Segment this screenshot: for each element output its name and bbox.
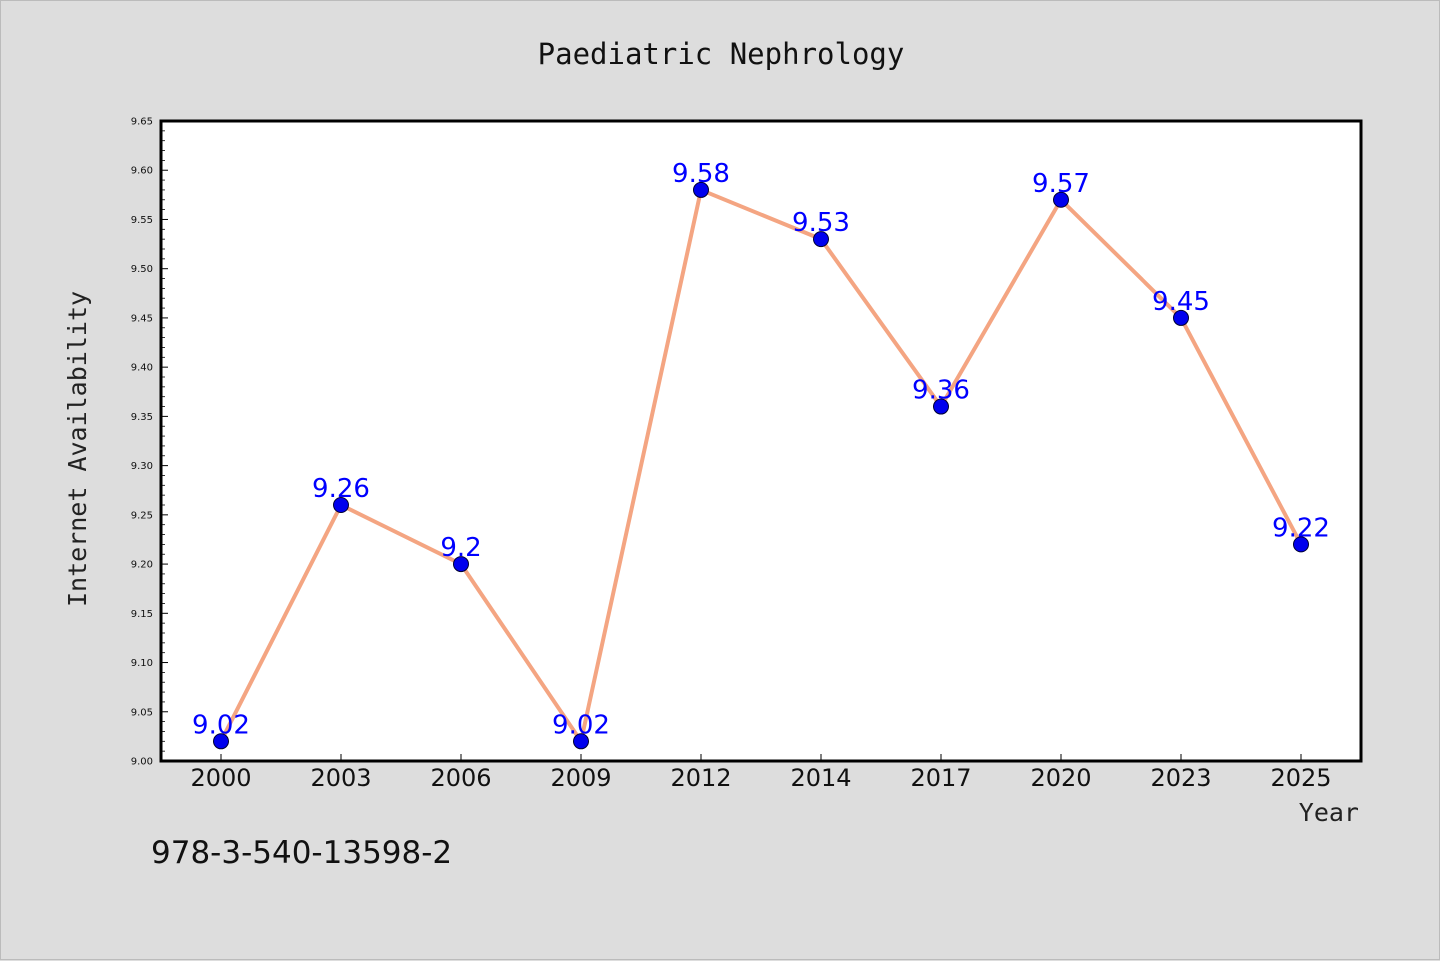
- y-tick-label: 9.20: [131, 560, 153, 571]
- y-tick-label: 9.45: [131, 313, 153, 324]
- data-labels: 9.02 9.26 9.2 9.02 9.58 9.53 9.36 9.57 9.45 9.22: [192, 159, 1330, 740]
- y-tick-label: 9.15: [131, 609, 153, 620]
- plot-area: [159, 119, 1363, 763]
- y-tick-label: 9.30: [131, 461, 153, 472]
- data-label: 9.45: [1152, 287, 1210, 317]
- x-tick-label: 2025: [1270, 764, 1331, 792]
- y-tick-label: 9.60: [131, 166, 153, 177]
- y-axis: 9.00 9.05 9.10 9.15 9.20 9.25 9.30 9.35 9.40 9.45…: [131, 117, 168, 768]
- data-label: 9.58: [672, 159, 730, 189]
- y-tick-label: 9.55: [131, 215, 153, 226]
- data-label: 9.22: [1272, 513, 1330, 543]
- x-tick-label: 2023: [1150, 764, 1211, 792]
- y-tick-label: 9.50: [131, 264, 153, 275]
- data-point: [573, 733, 589, 750]
- x-axis-label: Year: [1299, 798, 1359, 827]
- data-point: [813, 231, 829, 248]
- data-point: [213, 733, 229, 750]
- y-axis-label: Internet Availability: [63, 291, 92, 607]
- x-tick-label: 2003: [310, 764, 371, 792]
- data-point: [1053, 191, 1069, 208]
- x-tick-label: 2014: [790, 764, 851, 792]
- data-point: [693, 181, 709, 198]
- y-tick-label: 9.65: [131, 117, 153, 128]
- isbn-label: 978-3-540-13598-2: [151, 835, 453, 871]
- series-line: [219, 187, 1303, 744]
- data-label: 9.26: [312, 474, 370, 504]
- x-tick-label: 2017: [910, 764, 971, 792]
- data-label: 9.02: [192, 710, 250, 740]
- series: [213, 181, 1309, 750]
- data-label: 9.57: [1032, 169, 1090, 199]
- data-label: 9.02: [552, 710, 610, 740]
- data-label: 9.53: [792, 208, 850, 238]
- y-tick-label: 9.00: [131, 757, 153, 768]
- data-point: [933, 398, 949, 415]
- data-point: [1173, 309, 1189, 326]
- x-tick-label: 2000: [190, 764, 251, 792]
- x-tick-label: 2012: [670, 764, 731, 792]
- data-point: [333, 497, 349, 513]
- y-tick-label: 9.05: [131, 707, 153, 718]
- y-tick-label: 9.35: [131, 412, 153, 423]
- data-point: [453, 556, 469, 573]
- y-tick-label: 9.10: [131, 658, 153, 669]
- chart-title: Paediatric Nephrology: [538, 37, 905, 71]
- data-label: 9.36: [912, 376, 970, 406]
- data-label: 9.2: [440, 533, 481, 563]
- x-tick-label: 2006: [430, 764, 491, 792]
- y-tick-label: 9.25: [131, 510, 153, 521]
- y-tick-label: 9.40: [131, 363, 153, 374]
- data-point: [1293, 536, 1309, 553]
- x-axis: 2000 2003 2006 2009 2012 2014 2017 2020 2023 2025: [190, 754, 1332, 792]
- x-tick-label: 2020: [1030, 764, 1091, 792]
- x-tick-label: 2009: [550, 764, 611, 792]
